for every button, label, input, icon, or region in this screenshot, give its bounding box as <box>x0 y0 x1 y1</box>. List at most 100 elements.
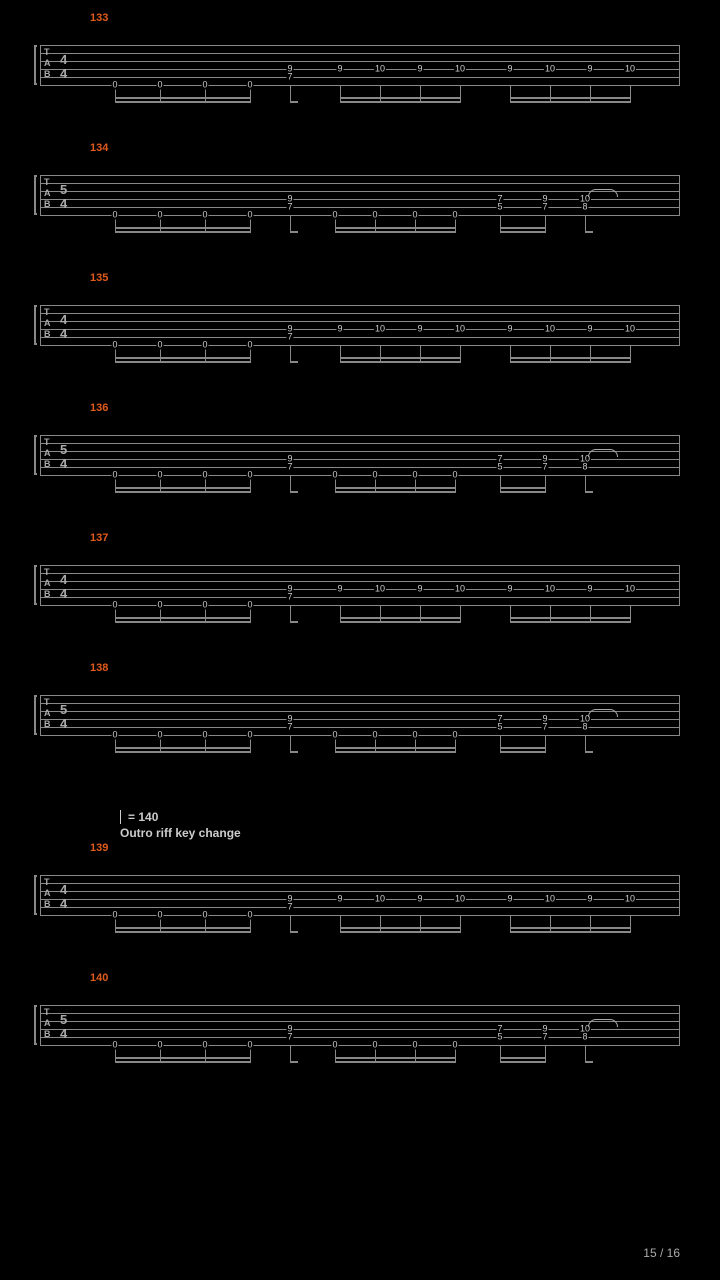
fret-number: 5 <box>496 203 503 212</box>
fret-number: 10 <box>544 325 556 334</box>
fret-number: 7 <box>286 73 293 82</box>
fret-number: 0 <box>411 731 418 740</box>
fret-number: 0 <box>201 601 208 610</box>
tab-clef-letter: T <box>44 698 50 707</box>
fret-number: 0 <box>201 81 208 90</box>
fret-number: 9 <box>506 895 513 904</box>
measure-number: 139 <box>90 842 108 854</box>
fret-number: 0 <box>156 731 163 740</box>
fret-number: 0 <box>246 731 253 740</box>
fret-number: 7 <box>541 723 548 732</box>
timesig-bottom: 4 <box>60 587 67 600</box>
tab-clef-letter: T <box>44 48 50 57</box>
tab-clef-letter: T <box>44 878 50 887</box>
fret-number: 0 <box>111 1041 118 1050</box>
fret-number: 0 <box>201 471 208 480</box>
fret-number: 0 <box>246 601 253 610</box>
tab-clef-letter: B <box>44 460 51 469</box>
tab-clef-letter: B <box>44 70 51 79</box>
fret-number: 0 <box>201 211 208 220</box>
fret-number: 0 <box>111 211 118 220</box>
fret-number: 0 <box>246 471 253 480</box>
fret-number: 8 <box>581 723 588 732</box>
tab-clef-letter: T <box>44 438 50 447</box>
measure-number: 135 <box>90 272 108 284</box>
timesig-top: 4 <box>60 883 67 896</box>
fret-number: 9 <box>416 325 423 334</box>
tab-clef-letter: B <box>44 330 51 339</box>
fret-number: 9 <box>586 65 593 74</box>
timesig-bottom: 4 <box>60 327 67 340</box>
fret-number: 0 <box>156 911 163 920</box>
timesig-top: 5 <box>60 1013 67 1026</box>
fret-number: 0 <box>111 81 118 90</box>
fret-number: 0 <box>451 211 458 220</box>
tie-arc <box>588 709 618 717</box>
fret-number: 0 <box>156 211 163 220</box>
fret-number: 0 <box>246 341 253 350</box>
fret-number: 9 <box>506 65 513 74</box>
measure-number: 140 <box>90 972 108 984</box>
tab-clef-letter: A <box>44 889 51 898</box>
fret-number: 0 <box>201 1041 208 1050</box>
measure: 135TAB44000097910910910910 <box>40 290 680 370</box>
fret-number: 0 <box>246 81 253 90</box>
tab-clef-letter: A <box>44 319 51 328</box>
fret-number: 10 <box>374 325 386 334</box>
timesig-bottom: 4 <box>60 457 67 470</box>
tab-clef-letter: B <box>44 590 51 599</box>
fret-number: 0 <box>156 1041 163 1050</box>
fret-number: 0 <box>411 211 418 220</box>
fret-number: 10 <box>624 895 636 904</box>
timesig-top: 4 <box>60 53 67 66</box>
timesig-top: 5 <box>60 443 67 456</box>
fret-number: 9 <box>416 895 423 904</box>
tab-clef-letter: A <box>44 709 51 718</box>
fret-number: 0 <box>371 1041 378 1050</box>
timesig-bottom: 4 <box>60 197 67 210</box>
timesig-top: 5 <box>60 183 67 196</box>
fret-number: 0 <box>371 731 378 740</box>
measure-number: 137 <box>90 532 108 544</box>
tab-clef-letter: A <box>44 579 51 588</box>
fret-number: 0 <box>111 471 118 480</box>
fret-number: 9 <box>336 65 343 74</box>
tab-clef-letter: B <box>44 200 51 209</box>
fret-number: 5 <box>496 1033 503 1042</box>
measure-number: 138 <box>90 662 108 674</box>
tab-clef-letter: A <box>44 59 51 68</box>
fret-number: 0 <box>246 911 253 920</box>
timesig-bottom: 4 <box>60 67 67 80</box>
measure: 134TAB5400009700007597108 <box>40 160 680 240</box>
fret-number: 10 <box>454 325 466 334</box>
fret-number: 10 <box>624 65 636 74</box>
tab-clef-letter: B <box>44 1030 51 1039</box>
fret-number: 7 <box>286 463 293 472</box>
fret-number: 8 <box>581 203 588 212</box>
fret-number: 7 <box>286 723 293 732</box>
fret-number: 0 <box>156 341 163 350</box>
fret-number: 9 <box>416 65 423 74</box>
fret-number: 0 <box>156 471 163 480</box>
timesig-top: 5 <box>60 703 67 716</box>
fret-number: 0 <box>331 731 338 740</box>
timesig-top: 4 <box>60 313 67 326</box>
tie-arc <box>588 189 618 197</box>
fret-number: 8 <box>581 463 588 472</box>
fret-number: 7 <box>541 1033 548 1042</box>
tab-clef-letter: A <box>44 449 51 458</box>
fret-number: 7 <box>286 1033 293 1042</box>
tab-clef-letter: T <box>44 1008 50 1017</box>
measure-number: 133 <box>90 12 108 24</box>
fret-number: 10 <box>454 895 466 904</box>
measure: 136TAB5400009700007597108 <box>40 420 680 500</box>
page-number: 15 / 16 <box>643 1246 680 1260</box>
fret-number: 0 <box>246 211 253 220</box>
fret-number: 10 <box>374 895 386 904</box>
timesig-top: 4 <box>60 573 67 586</box>
fret-number: 9 <box>336 585 343 594</box>
timesig-bottom: 4 <box>60 1027 67 1040</box>
fret-number: 5 <box>496 723 503 732</box>
fret-number: 9 <box>336 325 343 334</box>
tab-clef-letter: T <box>44 178 50 187</box>
